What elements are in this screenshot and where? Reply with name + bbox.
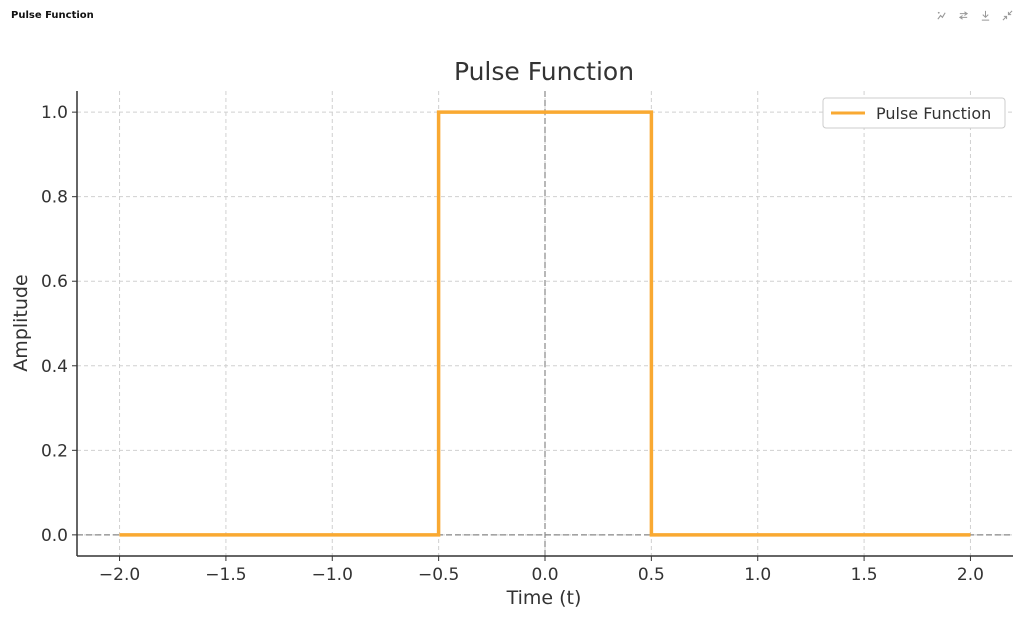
y-tick-label: 0.0 [41, 526, 68, 546]
y-tick-label: 0.8 [41, 188, 68, 208]
x-tick-label: 0.0 [531, 565, 558, 585]
interactive-chart-icon[interactable] [935, 9, 948, 22]
y-tick-label: 0.2 [41, 441, 68, 461]
x-tick-label: 2.0 [957, 565, 984, 585]
legend-label: Pulse Function [876, 104, 991, 123]
x-tick-label: −0.5 [418, 565, 459, 585]
window-header: Pulse Function [0, 0, 1024, 34]
chart-toolbar [935, 9, 1014, 22]
y-tick-label: 0.6 [41, 272, 68, 292]
series-layer [119, 110, 971, 537]
x-tick-label: 0.5 [638, 565, 665, 585]
window-title: Pulse Function [11, 10, 94, 21]
legend-box [822, 97, 1006, 129]
x-tick-label: 1.5 [851, 565, 878, 585]
x-tick-label: −1.5 [205, 565, 246, 585]
y-tick-label: 1.0 [41, 103, 68, 123]
download-icon[interactable] [979, 9, 992, 22]
series-line-0 [119, 110, 971, 537]
x-tick-label: −2.0 [99, 565, 140, 585]
x-tick-label: 1.0 [744, 565, 771, 585]
x-tick-label: −1.0 [312, 565, 353, 585]
y-axis-label: Amplitude [10, 274, 32, 371]
switch-icon[interactable] [957, 9, 970, 22]
collapse-icon[interactable] [1001, 9, 1014, 22]
y-tick-label: 0.4 [41, 357, 68, 377]
legend: Pulse Function [822, 97, 1006, 129]
chart-title: Pulse Function [454, 57, 634, 86]
ticks: −2.0 −1.5 −1.0 −0.5 0.0 0.5 1.0 1.5 2.0 0.0 0.2 0.4… [41, 103, 984, 585]
grid [77, 91, 1013, 556]
x-axis-label: Time (t) [506, 587, 582, 609]
